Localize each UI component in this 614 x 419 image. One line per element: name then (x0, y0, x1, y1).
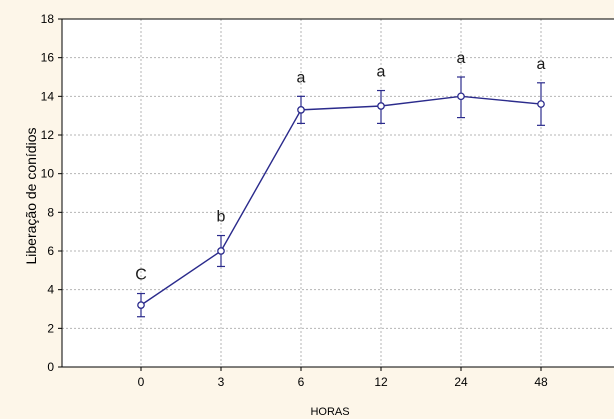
group-letter: b (217, 209, 226, 226)
plot-area (62, 19, 614, 367)
y-axis-title: Liberação de conídios (23, 128, 39, 265)
data-points (137, 92, 545, 309)
y-tick-label: 10 (41, 167, 55, 181)
group-letters: Cb a a a a (135, 50, 545, 284)
y-tick-label: 0 (47, 360, 54, 374)
axes (58, 18, 614, 371)
x-tick-label: 6 (298, 375, 305, 389)
data-point (457, 92, 465, 101)
y-tick-label: 14 (41, 89, 55, 103)
grid (62, 18, 614, 367)
y-tick-label: 18 (41, 12, 55, 26)
data-point (217, 247, 225, 255)
x-axis-title: HORAS (310, 406, 349, 418)
group-letter: a (297, 69, 306, 86)
data-point (537, 100, 545, 108)
y-tick-label: 8 (47, 205, 54, 219)
y-tick-label: 2 (47, 321, 54, 335)
y-tick-label: 4 (47, 283, 54, 297)
series-line (140, 95, 542, 306)
x-tick-label: 0 (138, 375, 145, 389)
y-tick-label: 16 (41, 51, 55, 65)
x-tick-label: 24 (454, 375, 468, 389)
y-tick-labels: 0 2 4 6 8 10 12 14 16 18 (41, 12, 55, 374)
data-point (377, 102, 385, 110)
x-tick-labels: 0 3 6 12 24 48 (138, 375, 548, 389)
x-tick-label: 12 (374, 375, 388, 389)
group-letter: a (457, 50, 466, 67)
x-tick-label: 3 (218, 375, 225, 389)
data-point (137, 301, 145, 309)
y-tick-label: 6 (47, 244, 54, 258)
y-tick-label: 12 (41, 128, 55, 142)
data-point (297, 106, 305, 114)
group-letter: a (537, 56, 546, 73)
group-letter: C (135, 267, 147, 284)
group-letter: a (377, 64, 386, 81)
x-tick-label: 48 (534, 375, 548, 389)
